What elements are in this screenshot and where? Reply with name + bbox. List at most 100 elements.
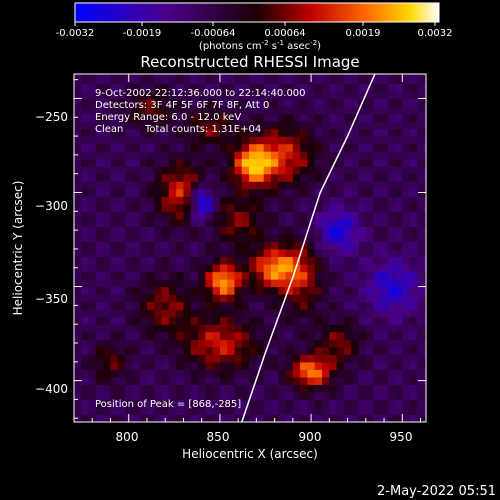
heatmap-cell-359: [125, 188, 133, 197]
heatmap-cell-827: [198, 203, 206, 212]
heatmap-cell-832: [198, 166, 206, 175]
heatmap-cell-628: [168, 286, 177, 295]
heatmap-cell-1903: [365, 241, 374, 250]
heatmap-cell-1433: [292, 241, 301, 250]
heatmap-cell-1354: [278, 128, 287, 137]
heatmap-cell-768: [190, 294, 199, 303]
heatmap-cell-456: [139, 166, 148, 175]
heatmap-cell-1013: [227, 218, 236, 227]
heatmap-cell-682: [176, 233, 185, 243]
heatmap-cell-363: [125, 158, 133, 167]
heatmap-cell-1202: [256, 211, 265, 220]
heatmap-cell-1901: [365, 256, 374, 265]
heatmap-cell-890: [205, 83, 214, 92]
heatmap-cell-1538: [307, 158, 316, 167]
heatmap-cell-1760: [343, 256, 352, 265]
heatmap-cell-917: [212, 233, 221, 243]
heatmap-cell-1090: [241, 346, 250, 355]
heatmap-cell-2104: [394, 143, 403, 152]
heatmap-cell-1155: [249, 211, 257, 220]
heatmap-cell-1167: [249, 121, 257, 130]
heatmap-cell-1218: [256, 90, 265, 100]
heatmap-cell-121: [88, 211, 97, 220]
heatmap-cell-1566: [314, 301, 323, 310]
heatmap-cell-518: [154, 406, 163, 416]
heatmap-cell-1112: [241, 181, 250, 190]
heatmap-cell-2248: [416, 121, 425, 130]
heatmap-cell-1750: [343, 331, 352, 340]
heatmap-cell-2123: [402, 354, 411, 363]
heatmap-cell-1906: [365, 218, 374, 227]
heatmap-cell-1861: [358, 203, 367, 212]
heatmap-cell-1347: [278, 181, 287, 190]
heatmap-cell-838: [198, 121, 206, 130]
heatmap-cell-1390: [285, 211, 294, 220]
heatmap-cell-2288: [424, 173, 426, 182]
heatmap-cell-1820: [351, 158, 360, 167]
heatmap-cell-299: [117, 286, 126, 295]
heatmap-cell-1563: [314, 324, 323, 333]
heatmap-cell-842: [198, 90, 206, 100]
heatmap-cell-766: [190, 309, 199, 318]
heatmap-cell-135: [88, 105, 97, 115]
heatmap-cell-1831: [351, 75, 360, 84]
heatmap-cell-835: [198, 143, 206, 152]
heatmap-cell-1345: [278, 196, 287, 205]
heatmap-cell-356: [125, 211, 133, 220]
heatmap-cell-2141: [402, 218, 411, 227]
heatmap-cell-1489: [300, 173, 309, 182]
heatmap-cell-1324: [278, 354, 287, 363]
heatmap-cell-633: [168, 248, 177, 258]
heatmap-cell-1554: [314, 391, 323, 401]
heatmap-cell-557: [154, 113, 163, 122]
heatmap-cell-987: [227, 414, 236, 422]
heatmap-cell-2226: [416, 286, 425, 295]
heatmap-cell-661: [176, 391, 185, 401]
heatmap-cell-701: [176, 90, 185, 100]
heatmap-cell-770: [190, 279, 199, 288]
heatmap-cell-1271: [270, 399, 279, 408]
heatmap-cell-457: [139, 158, 148, 167]
heatmap-cell-1753: [343, 309, 352, 318]
heatmap-cell-1845: [358, 324, 367, 333]
heatmap-cell-1003: [227, 294, 236, 303]
heatmap-cell-215: [103, 211, 112, 220]
heatmap-cell-380: [132, 384, 141, 393]
heatmap-cell-1749: [343, 339, 352, 348]
heatmap-cell-512: [146, 98, 155, 107]
heatmap-cell-1738: [336, 74, 345, 77]
heatmap-cell-1564: [314, 316, 323, 325]
heatmap-cell-181: [95, 113, 104, 122]
heatmap-cell-219: [103, 181, 112, 190]
heatmap-cell-1731: [336, 121, 345, 130]
heatmap-cell-588: [161, 233, 170, 243]
heatmap-cell-2265: [424, 346, 426, 355]
heatmap-cell-774: [190, 248, 199, 258]
heatmap-cell-1022: [227, 151, 236, 160]
heatmap-cell-2264: [424, 354, 426, 363]
heatmap-cell-1811: [351, 226, 360, 235]
heatmap-cell-218: [103, 188, 112, 197]
heatmap-cell-2067: [387, 74, 396, 77]
heatmap-cell-1416: [292, 369, 301, 378]
heatmap-cell-1603: [322, 376, 330, 385]
heatmap-cell-791: [190, 121, 199, 130]
heatmap-cell-1383: [285, 263, 294, 273]
heatmap-cell-319: [117, 136, 126, 145]
heatmap-cell-1204: [256, 196, 265, 205]
heatmap-cell-2036: [387, 301, 396, 310]
heatmap-cell-1880: [365, 414, 374, 422]
heatmap-cell-1772: [343, 166, 352, 175]
heatmap-cell-1969: [373, 98, 382, 107]
heatmap-cell-1394: [285, 181, 294, 190]
heatmap-cell-1598: [322, 414, 330, 422]
heatmap-cell-1267: [263, 75, 272, 84]
heatmap-cell-2170: [409, 354, 418, 363]
heatmap-cell-291: [117, 346, 126, 355]
heatmap-cell-1169: [249, 105, 257, 115]
heatmap-cell-771: [190, 271, 199, 280]
heatmap-cell-1332: [278, 294, 287, 303]
heatmap-cell-2172: [409, 339, 418, 348]
heatmap-cell-1259: [263, 136, 272, 145]
heatmap-cell-912: [212, 271, 221, 280]
